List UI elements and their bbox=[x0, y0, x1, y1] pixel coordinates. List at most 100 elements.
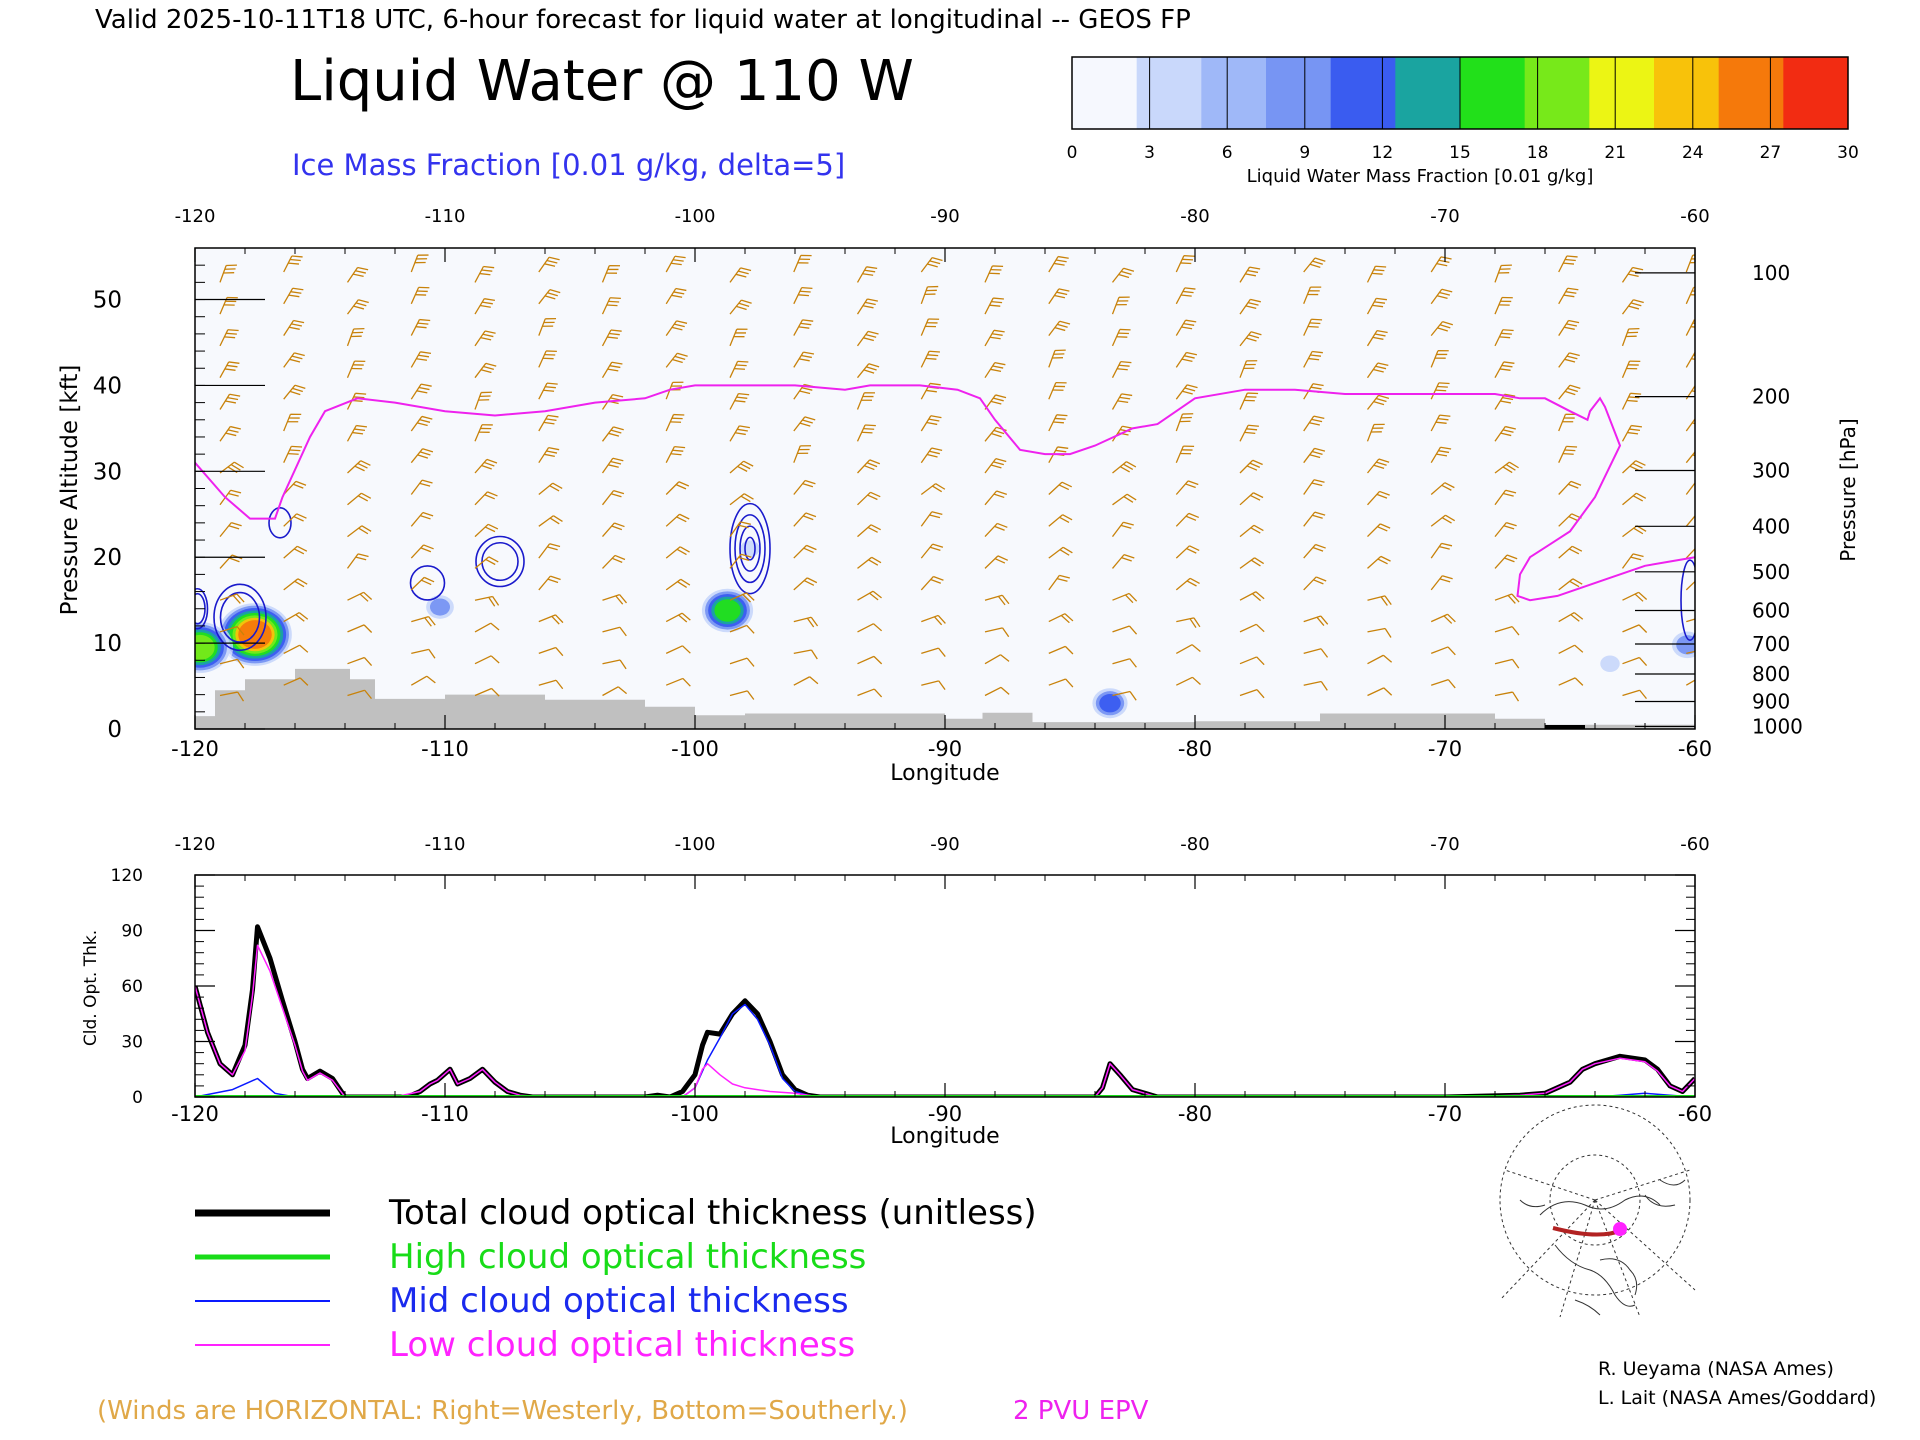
wind-barb bbox=[346, 553, 369, 569]
wind-barb bbox=[283, 513, 307, 527]
colorbar-tick-label: 21 bbox=[1604, 143, 1626, 163]
series-line-3 bbox=[195, 944, 1695, 1097]
wind-barb bbox=[474, 556, 499, 569]
wind-barb bbox=[1112, 592, 1138, 604]
ice-contour bbox=[195, 587, 209, 630]
wind-barb bbox=[346, 327, 365, 347]
wind-barb bbox=[346, 424, 367, 442]
wind-barb bbox=[1175, 319, 1197, 336]
wind-barb bbox=[1558, 287, 1579, 305]
wind-barb bbox=[474, 362, 497, 379]
wind-barb bbox=[1621, 392, 1642, 410]
wind-barb bbox=[474, 491, 498, 506]
colorbar-tick-label: 0 bbox=[1067, 143, 1078, 163]
wind-barb bbox=[538, 515, 563, 527]
wind-barb bbox=[1048, 645, 1074, 655]
wind-barb bbox=[1239, 623, 1265, 633]
colorbar-swatch-8 bbox=[1589, 57, 1655, 129]
wind-barb bbox=[1111, 267, 1135, 283]
bottom-x-tick-label-upper: -80 bbox=[1180, 834, 1209, 855]
top-x-tick-label: -60 bbox=[1678, 737, 1712, 761]
wind-barb bbox=[857, 556, 882, 569]
wind-barb bbox=[1685, 286, 1695, 305]
top-x-tick-label: -120 bbox=[171, 737, 219, 761]
colorbar-tick-label: 18 bbox=[1527, 143, 1549, 163]
wind-barb bbox=[347, 689, 372, 700]
wind-barb bbox=[1367, 523, 1391, 538]
wind-barb bbox=[601, 265, 621, 283]
top-y-tick-label: 30 bbox=[93, 459, 122, 485]
bottom-y-tick-label: 0 bbox=[132, 1088, 143, 1108]
wind-barb bbox=[1303, 648, 1329, 658]
wind-barb bbox=[1366, 265, 1387, 283]
top-x-tick-label-upper: -60 bbox=[1680, 206, 1709, 227]
wind-barb bbox=[1048, 613, 1074, 624]
wind-barb bbox=[410, 415, 433, 432]
top-x-tick-label-upper: -90 bbox=[930, 206, 959, 227]
wind-barb bbox=[474, 595, 500, 607]
wind-barb bbox=[729, 493, 754, 506]
wind-barb bbox=[1430, 350, 1449, 368]
wind-barb bbox=[984, 265, 1004, 283]
wind-barb bbox=[1239, 557, 1265, 569]
wind-barb bbox=[1494, 361, 1515, 379]
wind-barb bbox=[1303, 680, 1328, 691]
wind-barb bbox=[1048, 546, 1073, 559]
bottom-y-tick-label: 120 bbox=[111, 866, 143, 886]
wind-barb bbox=[410, 351, 432, 368]
wind-barb bbox=[1622, 460, 1646, 474]
wind-barb bbox=[602, 554, 626, 569]
wind-barb bbox=[1367, 555, 1391, 569]
wind-barb bbox=[1175, 445, 1195, 463]
wind-barb bbox=[729, 521, 751, 537]
wind-barb bbox=[283, 644, 309, 654]
wind-barb bbox=[1175, 255, 1195, 273]
wind-barb bbox=[538, 543, 561, 559]
wind-barb bbox=[856, 266, 878, 283]
wind-barb bbox=[474, 622, 500, 633]
wind-barb bbox=[538, 679, 564, 690]
colorbar-swatch-9 bbox=[1654, 57, 1720, 129]
wind-barb bbox=[283, 612, 309, 623]
wind-barb bbox=[1430, 542, 1453, 559]
wind-barb bbox=[602, 522, 625, 538]
wind-barb bbox=[1111, 328, 1131, 347]
ice-contour bbox=[268, 507, 292, 539]
wind-barb bbox=[1303, 447, 1326, 464]
wind-barb bbox=[283, 352, 305, 368]
wind-barb bbox=[793, 616, 819, 628]
wind-barb bbox=[347, 656, 373, 667]
wind-barb bbox=[219, 658, 245, 669]
wind-barb bbox=[1430, 414, 1451, 432]
wind-barb bbox=[1685, 544, 1695, 559]
wind-barb bbox=[410, 318, 431, 336]
wind-barb bbox=[1494, 691, 1520, 702]
wind-barb bbox=[1239, 298, 1261, 315]
wind-barb bbox=[538, 256, 560, 273]
wind-barb bbox=[538, 317, 557, 336]
wind-barb bbox=[410, 383, 432, 400]
wind-barb bbox=[857, 688, 883, 698]
wind-barb bbox=[1111, 361, 1132, 378]
wind-barb bbox=[1367, 627, 1392, 638]
wind-barb bbox=[1048, 414, 1068, 432]
bottom-x-tick-label-upper: -120 bbox=[175, 834, 216, 855]
wind-barb bbox=[920, 575, 944, 591]
wind-barb bbox=[984, 627, 1010, 638]
wind-barb bbox=[1367, 687, 1393, 697]
wind-barb bbox=[474, 655, 500, 665]
colorbar-swatch-10 bbox=[1718, 57, 1784, 129]
wind-barb bbox=[601, 457, 624, 474]
wind-barb bbox=[665, 513, 690, 527]
top-x-tick-label: -80 bbox=[1178, 737, 1212, 761]
wind-barb bbox=[474, 298, 496, 315]
series-line-0 bbox=[195, 924, 1695, 1097]
bottom-panel-background bbox=[195, 875, 1695, 1097]
ice-contour bbox=[734, 514, 766, 584]
top-x-tick-label-upper: -80 bbox=[1180, 206, 1209, 227]
bottom-y-tick-label: 30 bbox=[121, 1033, 143, 1053]
wind-barb bbox=[1430, 382, 1450, 400]
wind-barb bbox=[1430, 646, 1456, 656]
top-y-tick-label: 50 bbox=[93, 288, 122, 314]
wind-barb bbox=[1239, 492, 1264, 506]
